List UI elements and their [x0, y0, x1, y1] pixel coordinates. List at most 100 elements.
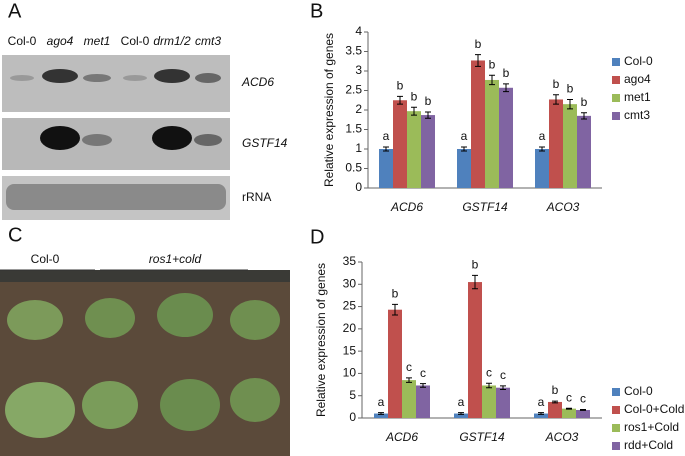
error-bar	[552, 400, 558, 404]
blot-strips	[2, 55, 230, 220]
significance-letter: c	[580, 392, 586, 406]
bar	[485, 79, 499, 188]
significance-letter: a	[538, 395, 545, 409]
group-label: Col-0	[31, 252, 60, 266]
bar	[535, 149, 549, 188]
legend-label: Col-0	[624, 384, 653, 398]
y-tick-label: 2.5	[345, 83, 362, 97]
bar	[499, 87, 513, 188]
x-tick-label: ACD6	[390, 200, 423, 214]
significance-letter: b	[552, 383, 559, 397]
y-tick-label: 20	[343, 321, 357, 335]
lane-label: ago4	[47, 34, 74, 48]
error-bar	[378, 412, 384, 415]
error-bar	[420, 383, 426, 388]
bar	[402, 380, 416, 418]
legend-swatch	[612, 442, 620, 450]
y-tick-label: 0	[349, 410, 356, 424]
y-tick-label: 3.5	[345, 44, 362, 58]
row-label: ACD6	[241, 75, 274, 89]
y-axis-label: Relative expression of genes	[322, 33, 336, 187]
bar	[407, 111, 421, 188]
legend-swatch	[612, 424, 620, 432]
bar	[454, 413, 468, 418]
significance-letter: c	[486, 365, 492, 379]
lane-label: drm1/2	[153, 34, 191, 48]
panel-letter: D	[310, 226, 324, 248]
significance-letter: b	[425, 94, 432, 108]
panel-letter: A	[8, 0, 22, 22]
error-bar	[538, 412, 544, 415]
legend-label: ago4	[624, 72, 651, 86]
y-axis-label: Relative expression of genes	[314, 263, 328, 417]
significance-letter: b	[472, 258, 479, 272]
significance-letter: b	[567, 82, 574, 96]
bar	[388, 309, 402, 418]
legend-swatch	[612, 76, 620, 84]
bar	[496, 387, 510, 418]
y-tick-label: 0.5	[345, 161, 362, 175]
error-bar	[539, 146, 545, 152]
y-tick-label: 5	[349, 388, 356, 402]
error-bar	[581, 112, 587, 120]
significance-letter: c	[420, 366, 426, 380]
error-bar	[475, 54, 481, 67]
significance-letter: b	[475, 37, 482, 51]
plant-photo	[0, 269, 290, 456]
significance-letter: c	[500, 368, 506, 382]
y-tick-label: 35	[343, 254, 357, 268]
error-bar	[406, 377, 412, 383]
bar	[393, 100, 407, 188]
bar	[482, 385, 496, 418]
error-bar	[458, 412, 464, 415]
bar	[374, 413, 388, 418]
legend-label: met1	[624, 90, 651, 104]
bar	[548, 401, 562, 418]
significance-letter: c	[406, 360, 412, 374]
y-tick-label: 0	[355, 180, 362, 194]
significance-letter: a	[461, 129, 468, 143]
significance-letter: b	[489, 57, 496, 71]
error-bar	[461, 146, 467, 152]
y-tick-label: 2	[355, 102, 362, 116]
legend-swatch	[612, 112, 620, 120]
significance-letter: b	[392, 287, 399, 301]
y-tick-label: 25	[343, 299, 357, 313]
significance-letter: b	[397, 79, 404, 93]
significance-letter: c	[566, 390, 572, 404]
legend-label: cmt3	[624, 108, 650, 122]
error-bar	[553, 94, 559, 105]
lane-label: cmt3	[195, 34, 221, 48]
error-bar	[500, 385, 506, 390]
y-tick-label: 1	[355, 141, 362, 155]
significance-letter: a	[458, 395, 465, 409]
error-bar	[383, 146, 389, 152]
panel-letter: B	[310, 0, 323, 22]
legend-label: Col-0	[624, 54, 653, 68]
error-bar	[425, 111, 431, 119]
x-tick-label: ACD6	[385, 430, 418, 444]
bar	[471, 60, 485, 188]
x-tick-label: GSTF14	[459, 430, 505, 444]
bar	[577, 115, 591, 188]
significance-letter: b	[503, 66, 510, 80]
significance-letter: a	[539, 129, 546, 143]
bar	[563, 104, 577, 188]
error-bar	[567, 98, 573, 110]
error-bar	[411, 106, 417, 116]
x-tick-label: GSTF14	[462, 200, 508, 214]
bar	[379, 149, 393, 188]
error-bar	[580, 409, 586, 411]
legend-label: rdd+Cold	[624, 438, 673, 452]
significance-letter: a	[383, 129, 390, 143]
lane-label: Col-0	[121, 34, 150, 48]
y-tick-label: 1.5	[345, 122, 362, 136]
row-label: rRNA	[242, 190, 271, 204]
legend-swatch	[612, 406, 620, 414]
legend-swatch	[612, 58, 620, 66]
error-bar	[503, 83, 509, 93]
bar	[457, 149, 471, 188]
x-tick-label: ACO3	[545, 430, 579, 444]
legend-swatch	[612, 94, 620, 102]
